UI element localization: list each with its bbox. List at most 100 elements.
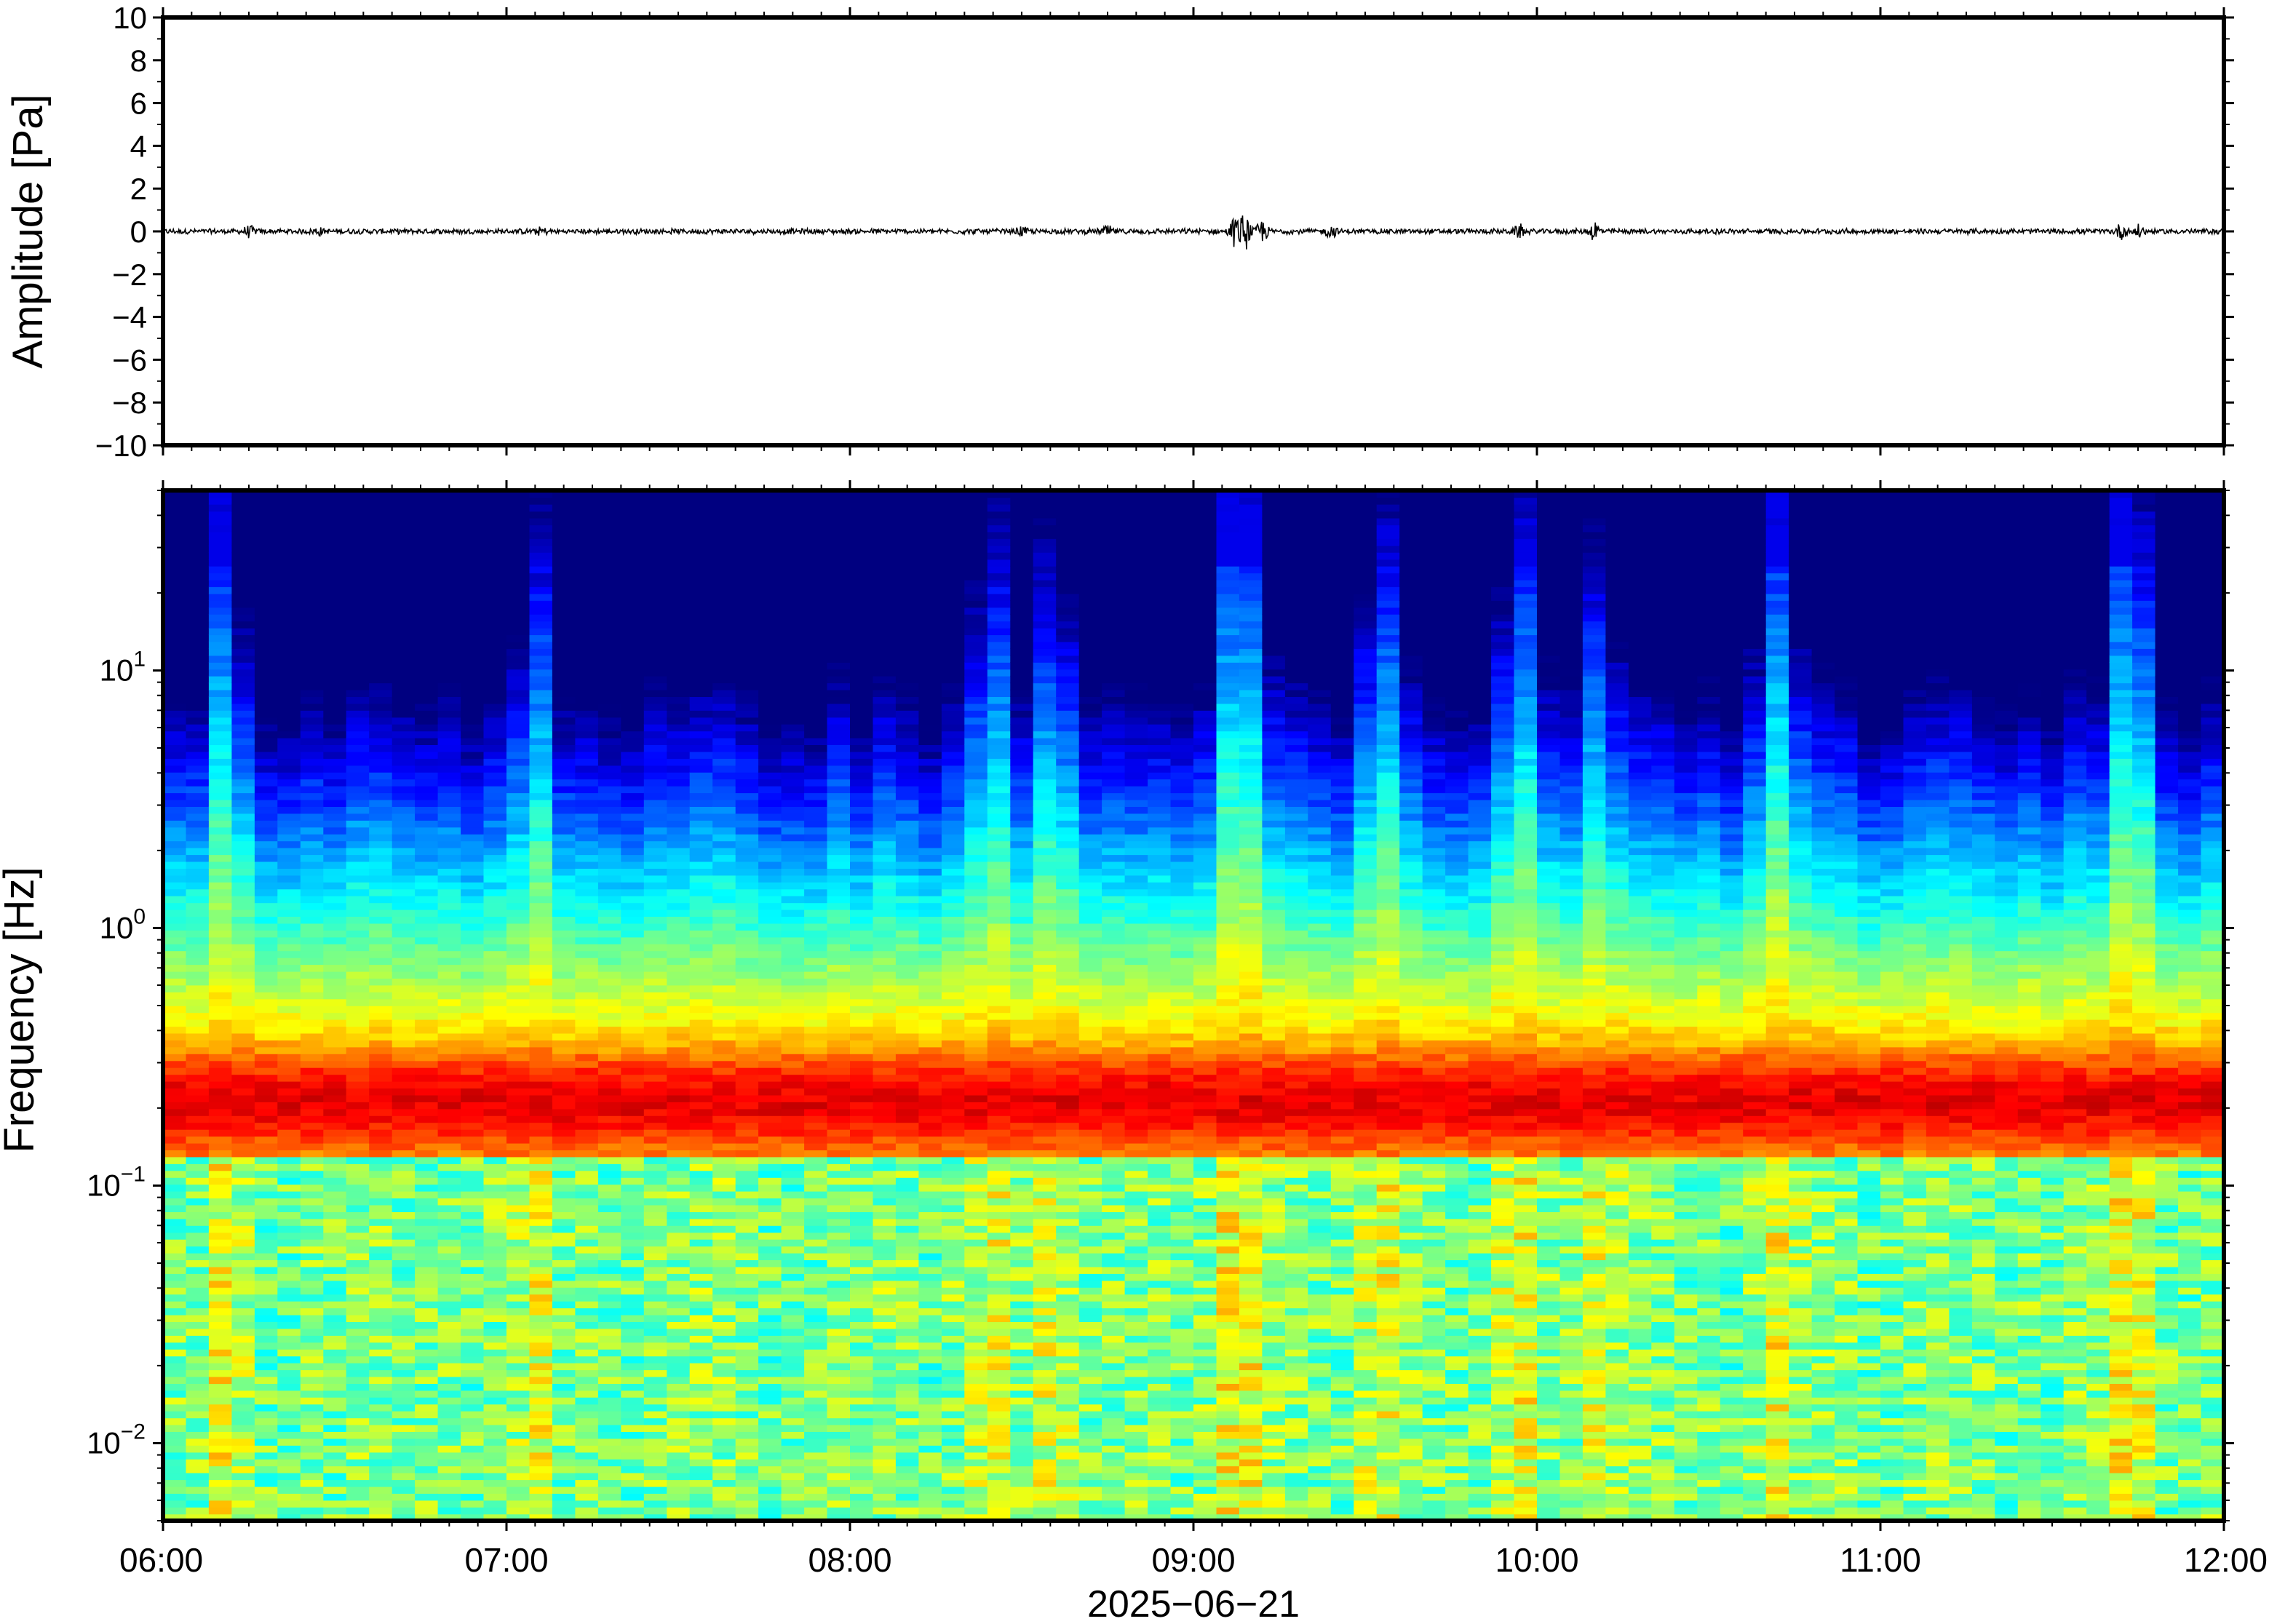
spectrogram-cell (437, 525, 461, 533)
spectrogram-cell (369, 785, 393, 794)
spectrogram-cell (689, 1404, 713, 1412)
spectrogram-cell (712, 579, 736, 587)
spectrogram-cell (827, 1108, 851, 1116)
spectrogram-cell (163, 1349, 187, 1357)
spectrogram-cell (850, 1142, 874, 1150)
spectrogram-cell (163, 703, 187, 711)
spectrogram-cell (575, 847, 599, 856)
spectrogram-cell (461, 1287, 485, 1295)
spectrogram-cell (597, 1465, 622, 1473)
spectrogram-cell (873, 1307, 897, 1315)
spectrogram-cell (667, 1088, 691, 1096)
spectrogram-cell (850, 1129, 874, 1137)
spectrogram-cell (758, 984, 782, 992)
spectrogram-cell (597, 847, 622, 856)
spectrogram-cell (231, 882, 255, 890)
spectrogram-cell (369, 1362, 393, 1371)
spectrogram-cell (643, 1163, 668, 1171)
spectrogram-cell (529, 1294, 553, 1302)
spectrogram-cell (277, 1280, 301, 1288)
spectrogram-cell (437, 785, 461, 794)
spectrogram-cell (392, 1314, 416, 1322)
spectrogram-cell (369, 806, 393, 814)
spectrogram-cell (506, 772, 531, 780)
spectrogram-cell (758, 600, 782, 608)
spectrogram-cell (529, 648, 553, 656)
spectrogram-cell (392, 1211, 416, 1219)
spectrogram-cell (231, 682, 255, 690)
spectrogram-cell (461, 1376, 485, 1384)
spectrogram-cell (529, 573, 553, 581)
spectrogram-cell (461, 882, 485, 890)
spectrogram-cell (415, 1376, 439, 1384)
spectrogram-cell (369, 765, 393, 773)
spectrogram-cell (415, 1060, 439, 1068)
spectrogram-cell (552, 525, 576, 533)
spectrogram-cell (529, 1417, 553, 1425)
spectrogram-cell (163, 1507, 187, 1515)
spectrogram-cell (804, 1032, 828, 1040)
spectrogram-cell (781, 930, 805, 938)
spectrogram-cell (667, 703, 691, 711)
spectrogram-cell (186, 552, 210, 560)
spectrogram-cell (231, 923, 255, 931)
spectrogram-cell (712, 600, 736, 608)
spectrogram-cell (346, 1156, 370, 1164)
spectrogram-cell (254, 662, 279, 670)
spectrogram-cell (461, 1150, 485, 1158)
spectrogram-cell (346, 1026, 370, 1034)
spectrogram-cell (231, 930, 255, 938)
spectrogram-cell (346, 1080, 370, 1088)
spectrogram-cell (461, 1459, 485, 1467)
spectrogram-cell (163, 779, 187, 787)
spectrogram-cell (781, 669, 805, 677)
spectrogram-cell (758, 662, 782, 670)
spectrogram-cell (392, 1129, 416, 1137)
spectrogram-cell (506, 1486, 531, 1494)
spectrogram-cell (552, 1115, 576, 1123)
spectrogram-cell (621, 1369, 645, 1377)
spectrogram-cell (781, 503, 805, 512)
spectrogram-cell (552, 1163, 576, 1171)
spectrogram-cell (277, 1204, 301, 1212)
spectrogram-cell (163, 1287, 187, 1295)
spectrogram-cell (597, 710, 622, 718)
spectrogram-cell (208, 1404, 233, 1412)
spectrogram-cell (827, 744, 851, 752)
spectrogram-cell (689, 1294, 713, 1302)
spectrogram-cell (667, 1287, 691, 1295)
spectrogram-cell (804, 1012, 828, 1020)
spectrogram-cell (621, 1026, 645, 1034)
spectrogram-cell (277, 868, 301, 876)
spectrogram-cell (437, 717, 461, 725)
spectrogram-cell (597, 586, 622, 594)
spectrogram-cell (781, 1122, 805, 1130)
spectrogram-cell (621, 1198, 645, 1206)
spectrogram-cell (575, 1390, 599, 1398)
spectrogram-cell (277, 586, 301, 594)
spectrogram-cell (597, 662, 622, 670)
spectrogram-cell (437, 1156, 461, 1164)
spectrogram-cell (392, 641, 416, 649)
spectrogram-cell (552, 1362, 576, 1371)
spectrogram-cell (804, 785, 828, 794)
spectrogram-cell (667, 1417, 691, 1425)
spectrogram-cell (712, 998, 736, 1006)
spectrogram-cell (461, 607, 485, 615)
spectrogram-cell (804, 1493, 828, 1501)
spectrogram-cell (323, 710, 347, 718)
spectrogram-cell (529, 1006, 553, 1014)
spectrogram-cell (346, 1259, 370, 1267)
spectrogram-cell (483, 1342, 507, 1350)
spectrogram-cell (369, 1259, 393, 1267)
spectrogram-cell (323, 1438, 347, 1446)
spectrogram-cell (804, 1438, 828, 1446)
spectrogram-cell (483, 538, 507, 546)
spectrogram-cell (231, 1335, 255, 1343)
spectrogram-cell (850, 710, 874, 718)
spectrogram-cell (254, 703, 279, 711)
spectrogram-cell (231, 779, 255, 787)
spectrogram-cell (369, 930, 393, 938)
spectrogram-cell (392, 1259, 416, 1267)
spectrogram-cell (483, 1080, 507, 1088)
